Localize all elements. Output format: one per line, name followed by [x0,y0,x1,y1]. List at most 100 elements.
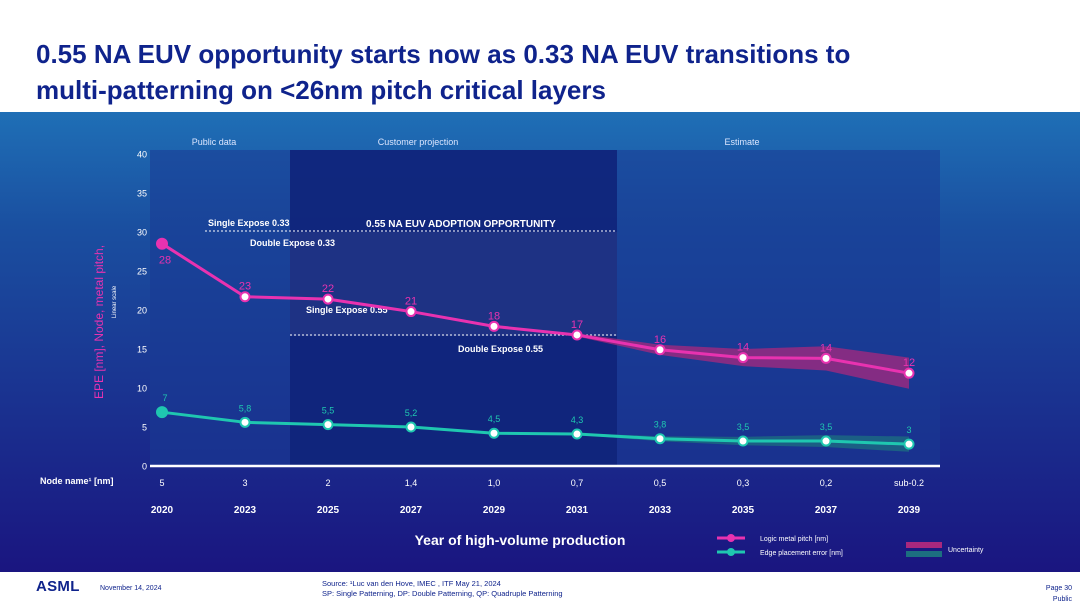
exposure-annotations: Single Expose 0.33 0.55 NA EUV ADOPTION … [205,218,617,354]
legend-item-edge-placement-error: Edge placement error [nm] [717,548,843,557]
slide-title-line-1: 0.55 NA EUV opportunity starts now as 0.… [36,39,851,69]
legend-item-uncertainty: Uncertainty [906,542,984,557]
data-label-epe: 5,2 [405,408,418,418]
x-axis-label: Year of high-volume production [415,532,626,548]
data-label-epe: 5,8 [239,403,252,413]
region-label-customer-projection: Customer projection [378,137,459,147]
data-point-epe [820,435,832,447]
line-chart: Public data Customer projection Estimate… [0,112,1080,572]
y-tick-label: 25 [137,267,147,277]
footer-classification: Public [1052,596,1072,603]
y-tick-label: 40 [137,150,147,160]
node-name-label: 3 [242,478,247,488]
data-label-epe: 4,3 [571,415,584,425]
data-point-logic [737,352,749,364]
y-tick-label: 20 [137,306,147,316]
legend-swatch-uncertainty-logic [906,542,942,548]
series-line-logic [161,242,910,375]
year-tick-label: 2025 [317,505,340,516]
data-label-logic: 22 [322,283,334,295]
data-label-logic: 16 [654,334,666,346]
region-label-estimate: Estimate [724,137,759,147]
year-tick-label: 2037 [815,505,838,516]
y-tick-label: 10 [137,384,147,394]
year-tick-label: 2035 [732,505,755,516]
year-tick-label: 2027 [400,505,423,516]
region-labels: Public data Customer projection Estimate [192,137,760,147]
legend-label-logic: Logic metal pitch [nm] [760,536,828,543]
region-label-public-data: Public data [192,137,237,147]
legend-marker-epe [727,548,735,556]
data-label-epe: 3 [906,425,911,435]
legend-label-epe: Edge placement error [nm] [760,550,843,557]
data-point-logic [322,293,334,305]
node-name-label: 0,2 [820,478,833,488]
node-name-label: 5 [159,478,164,488]
y-tick-label: 15 [137,345,147,355]
data-label-logic: 12 [903,357,915,369]
data-point-epe [239,416,251,428]
single-expose-055-label: Single Expose 0.55 [306,305,388,315]
data-label-logic: 18 [488,310,500,322]
data-point-logic [571,329,583,341]
chart-series: 28 23 22 21 18 17 16 14 14 12 7 5,8 5,5 5,2 4,5 4,3 3,8 3… [156,237,915,450]
double-expose-055-label: Double Expose 0.55 [458,344,543,354]
data-label-epe: 3,5 [737,422,750,432]
y-tick-label: 0 [142,462,147,472]
year-tick-label: 2031 [566,505,589,516]
single-expose-033-label: Single Expose 0.33 [208,218,290,228]
node-row-label: Node name¹ [nm] [40,476,114,486]
footer-page-info: Page 30 Public [1046,583,1072,605]
node-name-label: 0,7 [571,478,584,488]
data-point-epe [488,427,500,439]
data-label-epe: 3,5 [820,422,833,432]
node-name-label: sub-0.2 [894,478,924,488]
y-axis-label: EPE [nm], Node, metal pitch, [92,245,106,399]
data-point-epe [903,438,915,450]
data-label-epe: 3,8 [654,420,667,430]
data-label-logic: 21 [405,296,417,308]
node-name-label: 1,4 [405,478,418,488]
data-label-epe: 7 [162,393,167,403]
data-point-logic [405,306,417,318]
data-point-epe [737,435,749,447]
node-name-label: 0,5 [654,478,667,488]
legend: Logic metal pitch [nm] Edge placement er… [717,534,984,557]
slide-title: 0.55 NA EUV opportunity starts now as 0.… [36,36,1056,108]
data-point-epe [571,428,583,440]
data-point-logic [156,237,168,250]
node-name-label: 0,3 [737,478,750,488]
y-axis: 0 5 10 15 20 25 30 35 40 [137,150,147,472]
y-axis-sublabel: Linear scale [112,285,118,318]
double-expose-033-label: Double Expose 0.33 [250,238,335,248]
year-tick-label: 2033 [649,505,672,516]
data-point-epe [654,433,666,445]
data-point-epe [156,406,168,419]
footer-date: November 14, 2024 [100,585,162,592]
footer: ASML November 14, 2024 Source: ¹Luc van … [0,572,1080,611]
node-name-label: 2 [325,478,330,488]
x-axis-labels: 5 2020 3 2023 2 2025 1,4 2027 1,0 2029 0,7 2031 0,5 2… [151,478,924,516]
series-line-epe [161,410,910,446]
asml-logo: ASML [36,578,80,595]
data-label-logic: 17 [571,319,583,331]
year-tick-label: 2020 [151,505,174,516]
footer-source: Source: ¹Luc van den Hove, IMEC , ITF Ma… [322,579,563,599]
chart-panel: Public data Customer projection Estimate… [0,112,1080,572]
data-label-logic: 28 [159,255,171,267]
adoption-label: 0.55 NA EUV ADOPTION OPPORTUNITY [366,219,556,230]
legend-marker-logic [727,534,735,542]
year-tick-label: 2039 [898,505,921,516]
data-label-epe: 5,5 [322,406,335,416]
node-name-label: 1,0 [488,478,501,488]
legend-item-logic-metal-pitch: Logic metal pitch [nm] [717,534,828,543]
legend-label-uncertainty: Uncertainty [948,547,984,554]
data-point-logic [903,367,915,379]
y-tick-label: 5 [142,423,147,433]
legend-swatch-uncertainty-epe [906,551,942,557]
year-tick-label: 2029 [483,505,506,516]
slide-title-line-2: multi-patterning on <26nm pitch critical… [36,75,606,105]
data-label-logic: 14 [737,342,749,354]
data-point-logic [820,352,832,364]
